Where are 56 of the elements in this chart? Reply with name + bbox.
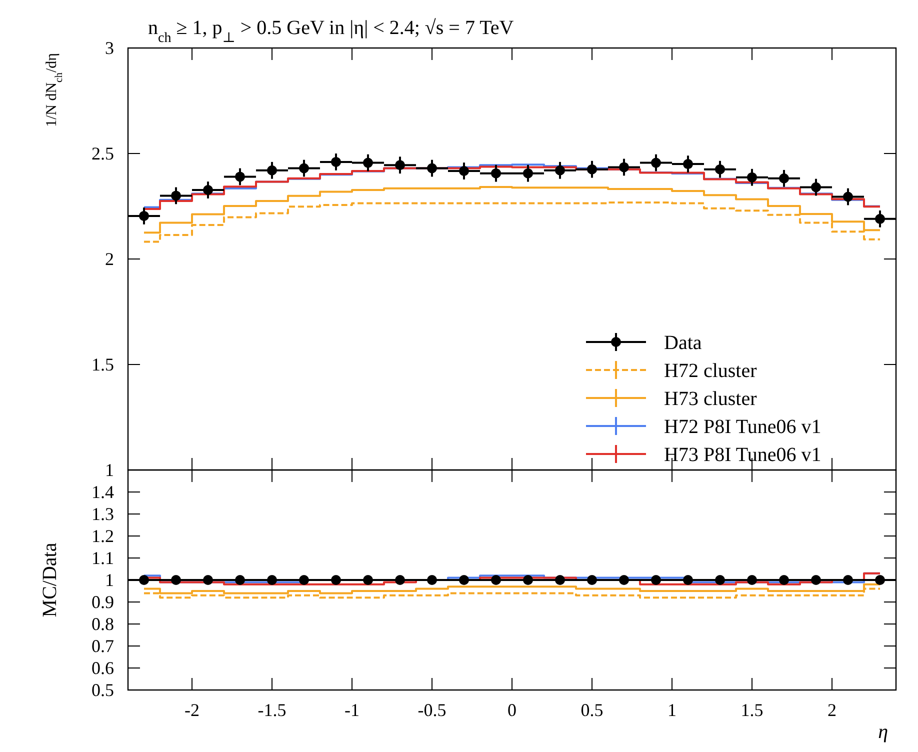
- x-tick-label: -0.5: [418, 700, 446, 720]
- point: [235, 172, 245, 182]
- point: [555, 165, 565, 176]
- x-axis-title: η: [878, 721, 888, 743]
- point: [331, 156, 341, 167]
- x-tick-label: 0: [508, 700, 516, 720]
- y-axis-title: MC/Data: [39, 542, 61, 618]
- legend-label: H73 P8I Tune06 v1: [664, 444, 822, 466]
- point: [811, 182, 821, 192]
- point: [747, 172, 757, 182]
- chart-title: n$_{ch}$ ≥ 1, p$_{⊥}$ > 0.5 GeV in |η| < 2.4; √s = 7 TeV: [148, 17, 514, 46]
- y-tick-label: 0.8: [92, 614, 114, 634]
- point: [779, 173, 789, 184]
- y-tick-label: 0.9: [92, 592, 114, 612]
- point: [267, 165, 277, 176]
- x-tick-label: 1.5: [740, 700, 764, 720]
- x-tick-label: -1.5: [258, 700, 286, 720]
- point: [395, 160, 405, 170]
- x-tick-label: -1: [344, 700, 360, 720]
- y-tick-label: 0.6: [92, 658, 114, 678]
- y-tick-label: 1: [105, 460, 114, 480]
- point: [683, 159, 693, 170]
- y-tick-label: 1.4: [92, 482, 114, 502]
- point: [843, 192, 853, 202]
- point: [139, 210, 149, 221]
- y-tick-label: 0.7: [92, 636, 114, 656]
- y-tick-label: 1.2: [92, 526, 114, 546]
- y-tick-label: 3: [105, 38, 114, 58]
- point: [171, 190, 181, 201]
- y-tick-label: 1.3: [92, 504, 114, 524]
- y-tick-label: 1.1: [92, 548, 114, 568]
- x-tick-label: 1: [668, 700, 676, 720]
- legend-label: H72 cluster: [664, 360, 758, 382]
- point: [491, 168, 501, 178]
- point: [459, 166, 469, 176]
- x-tick-label: 2: [828, 700, 836, 720]
- x-tick-label: 0.5: [580, 700, 604, 720]
- legend-label: Data: [664, 332, 702, 354]
- point: [299, 163, 309, 174]
- x-tick-label: -2: [184, 700, 200, 720]
- point: [427, 163, 437, 174]
- y-tick-label: 2: [105, 249, 114, 269]
- legend-label: H72 P8I Tune06 v1: [664, 416, 822, 438]
- y-tick-label: 0.5: [92, 680, 114, 700]
- y-tick-label: 1.5: [92, 354, 114, 374]
- point: [203, 185, 213, 196]
- point: [875, 214, 885, 224]
- point: [363, 158, 373, 168]
- point: [587, 164, 597, 174]
- y-tick-label: 2.5: [92, 144, 114, 164]
- point: [651, 158, 661, 168]
- point: [715, 164, 725, 174]
- y-tick-label: 1: [105, 570, 114, 590]
- point: [523, 168, 533, 178]
- legend-label: H73 cluster: [664, 388, 758, 410]
- point: [619, 162, 629, 172]
